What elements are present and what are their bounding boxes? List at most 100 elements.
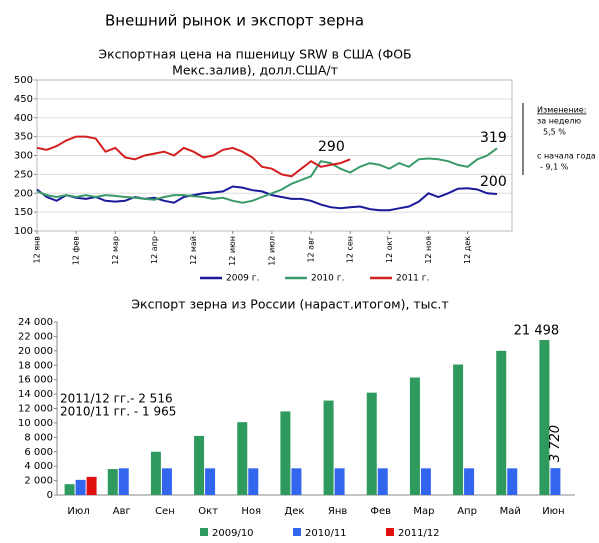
y-tick-label: 0 [47, 490, 53, 501]
bar [366, 392, 377, 495]
x-tick-label: 12 янв [33, 236, 42, 264]
bar [496, 350, 507, 495]
y-tick-label: 300 [14, 151, 33, 162]
x-tick-label: Авг [113, 506, 131, 517]
legend-swatch [386, 528, 394, 536]
bar [107, 469, 118, 495]
bar [420, 468, 431, 495]
x-tick-label: 12 окт [385, 236, 394, 263]
x-tick-label: Июн [542, 506, 564, 517]
y-tick-label: 14 000 [18, 389, 53, 400]
x-tick-label: Апр [457, 506, 477, 517]
legend-label: 2009/10 [212, 528, 254, 539]
side-note: за неделю [537, 117, 581, 126]
bar [507, 468, 518, 495]
legend-swatch [293, 528, 301, 536]
y-tick-label: 150 [14, 207, 33, 218]
legend-label: 2010/11 [305, 528, 347, 539]
line-series [36, 147, 498, 204]
bar [291, 468, 302, 495]
bar [464, 468, 475, 495]
x-tick-label: 12 июл [267, 236, 276, 266]
chart-title: Экспорт зерна из России (нараст.итогом),… [131, 297, 448, 312]
annotation: 319 [480, 130, 507, 146]
y-tick-label: 20 000 [18, 346, 53, 357]
bar [118, 468, 129, 495]
bar [205, 468, 216, 495]
page-title: Внешний рынок и экспорт зерна [105, 12, 364, 30]
bar [280, 411, 291, 495]
y-tick-label: 400 [14, 113, 33, 124]
bar [377, 468, 388, 495]
side-note: Изменение: [537, 106, 586, 115]
bar [550, 468, 561, 495]
bar [539, 340, 550, 495]
bar [334, 468, 345, 495]
annotation: 2011/12 гг.- 2 516 [60, 392, 173, 406]
annotation: 200 [480, 174, 507, 190]
line-series [36, 185, 498, 212]
legend-label: 2010 г. [311, 274, 344, 284]
x-tick-label: 12 сен [346, 236, 355, 263]
x-tick-label: 12 фев [72, 236, 81, 265]
y-tick-label: 2 000 [24, 476, 53, 487]
annotation: 2010/11 гг. - 1 965 [60, 405, 176, 419]
x-tick-label: Мар [413, 506, 434, 517]
y-tick-label: 200 [14, 188, 33, 199]
y-tick-label: 500 [14, 75, 33, 86]
x-tick-label: Фев [370, 506, 391, 517]
x-tick-label: Сен [155, 506, 175, 517]
chart-title: Экспортная цена на пшеницу SRW в США (ФО… [98, 47, 411, 62]
y-tick-label: 24 000 [18, 317, 53, 328]
x-tick-label: 12 май [189, 236, 198, 265]
x-tick-label: Дек [284, 506, 304, 517]
bar [150, 451, 161, 495]
x-tick-label: 12 мар [111, 236, 120, 265]
data-label: 3 720 [548, 425, 563, 462]
chart-title: Мекс.залив), долл.США/т [172, 63, 338, 78]
bar [194, 435, 205, 495]
side-note: 5,5 % [543, 128, 566, 137]
x-tick-label: 12 дек [463, 236, 472, 264]
bar [323, 400, 334, 495]
x-tick-label: Июл [67, 506, 89, 517]
y-tick-label: 22 000 [18, 331, 53, 342]
y-tick-label: 6 000 [24, 447, 53, 458]
x-tick-label: Ноя [241, 506, 261, 517]
bar [237, 422, 248, 495]
x-tick-label: 12 апр [150, 236, 159, 264]
bar [64, 484, 75, 495]
bar [161, 468, 172, 495]
bar [86, 476, 97, 495]
y-tick-label: 100 [14, 226, 33, 237]
legend-swatch [200, 528, 208, 536]
y-tick-label: 12 000 [18, 404, 53, 415]
legend-label: 2011/12 [398, 528, 440, 539]
y-tick-label: 8 000 [24, 432, 53, 443]
bar [453, 364, 464, 495]
y-tick-label: 4 000 [24, 461, 53, 472]
y-tick-label: 350 [14, 132, 33, 143]
y-tick-label: 10 000 [18, 418, 53, 429]
legend-label: 2011 г. [396, 274, 429, 284]
side-note: - 9,1 % [540, 163, 569, 172]
bar [409, 377, 420, 495]
bar [248, 468, 259, 495]
y-tick-label: 450 [14, 94, 33, 105]
x-tick-label: 12 июн [228, 236, 237, 266]
x-tick-label: Окт [198, 506, 218, 517]
legend-label: 2009 г. [226, 274, 259, 284]
x-tick-label: 12 авг [307, 236, 316, 263]
bar [75, 479, 86, 495]
plot-frame [36, 79, 513, 232]
y-tick-label: 16 000 [18, 375, 53, 386]
x-tick-label: 12 ноя [424, 236, 433, 264]
annotation: 290 [318, 139, 345, 155]
y-tick-label: 18 000 [18, 360, 53, 371]
line-series [36, 135, 351, 178]
data-label: 21 498 [514, 324, 560, 339]
x-tick-label: Янв [328, 506, 347, 517]
y-tick-label: 250 [14, 169, 33, 180]
side-note: с начала года [537, 152, 596, 161]
